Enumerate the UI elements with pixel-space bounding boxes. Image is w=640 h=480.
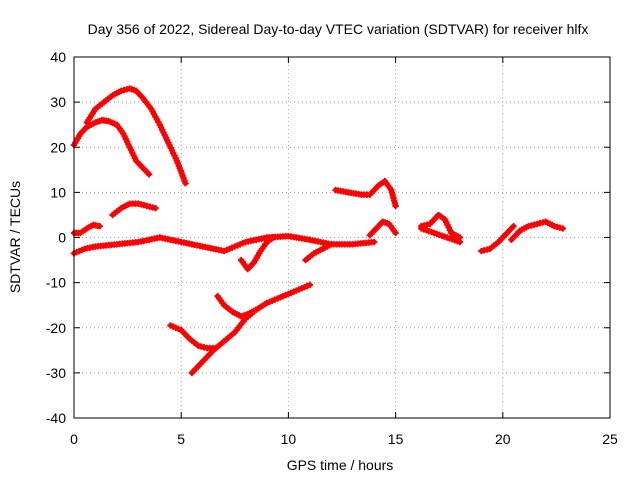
series-arc-6 [238, 234, 277, 273]
series-arc-14 [418, 225, 464, 246]
x-tick-label: 0 [70, 431, 78, 447]
data-point [253, 306, 260, 313]
y-tick-label: -40 [46, 410, 66, 426]
series-arc-13 [418, 211, 464, 241]
y-tick-label: 20 [50, 139, 66, 155]
data-point [559, 225, 567, 232]
series-arc-12 [214, 292, 260, 320]
plot-frame [73, 56, 611, 419]
series-arc-3 [70, 221, 103, 237]
x-tick-label: 10 [281, 431, 297, 447]
data-point [510, 223, 517, 230]
series-arc-4 [109, 200, 159, 219]
x-tick-label: 20 [495, 431, 511, 447]
data-point [456, 238, 464, 246]
x-tick-label: 5 [177, 431, 185, 447]
data-point [392, 202, 399, 210]
series-arc-7 [332, 177, 399, 210]
series-arc-8 [366, 218, 399, 239]
data-point [152, 204, 159, 212]
y-tick-label: 30 [50, 94, 66, 110]
y-tick-label: 10 [50, 184, 66, 200]
data-point [182, 180, 189, 187]
y-tick-label: 0 [58, 230, 66, 246]
y-tick-label: 40 [50, 49, 66, 65]
y-tick-label: -20 [46, 320, 66, 336]
series-arc-5 [70, 232, 378, 257]
tick-layer: 0 5 10 15 20 25 -40 -30 -20 -10 0 10 20 30 40 [46, 49, 618, 447]
x-tick-label: 25 [602, 431, 618, 447]
y-tick-label: -30 [46, 365, 66, 381]
data-point [370, 238, 378, 246]
x-tick-label: 15 [388, 431, 404, 447]
data-point [96, 223, 103, 230]
chart-title: Day 356 of 2022, Sidereal Day-to-day VTE… [88, 21, 589, 37]
data-point [392, 229, 399, 237]
series-layer [70, 85, 567, 377]
y-tick-label: -10 [46, 275, 66, 291]
series-arc-15 [478, 223, 517, 255]
data-point [270, 234, 277, 241]
data-point [328, 241, 335, 248]
data-point [306, 281, 314, 289]
series-arc-2 [83, 85, 189, 187]
data-point [145, 171, 153, 178]
series-arc-1 [70, 116, 153, 178]
x-axis-label: GPS time / hours [287, 457, 394, 473]
series-arc-16 [508, 218, 567, 243]
series-arc-9 [302, 241, 335, 264]
y-axis-label: SDTVAR / TECUs [7, 181, 23, 293]
